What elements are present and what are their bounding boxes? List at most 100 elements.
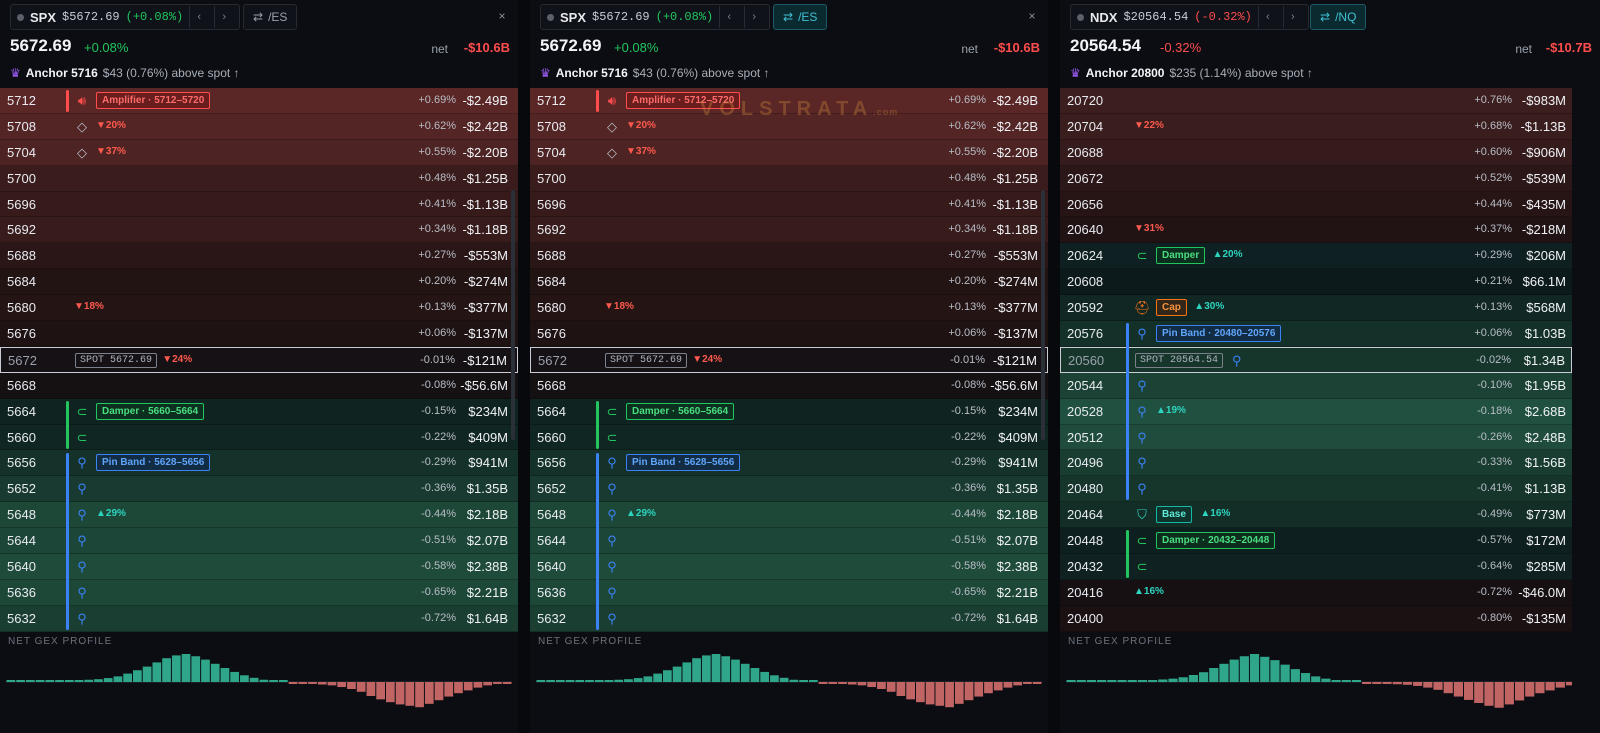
strike-row[interactable]: 20688 +0.60% -$906M bbox=[1060, 139, 1572, 166]
strike-row[interactable]: 5668 -0.08% -$56.6M bbox=[0, 372, 518, 399]
strike-row[interactable]: 5704 ◇ ▼37% +0.55% -$2.20B bbox=[530, 139, 1048, 166]
strike-row[interactable]: 5648 ⚲ ▲29% -0.44% $2.18B bbox=[530, 502, 1048, 529]
scrollbar[interactable] bbox=[1041, 190, 1045, 440]
next-button[interactable]: › bbox=[214, 6, 233, 28]
pin-zone-tag[interactable]: Pin Band · 5628–5656 bbox=[96, 454, 211, 472]
damp-zone-tag[interactable]: Damper · 20432–20448 bbox=[1156, 532, 1276, 550]
next-button[interactable]: › bbox=[744, 6, 763, 28]
strike-row[interactable]: 20592 ⛑︎ Cap ▲30% +0.13% $568M bbox=[1060, 295, 1572, 322]
strike-row[interactable]: 5712 🔊︎ Amplifier · 5712–5720 +0.69% -$2.49B bbox=[0, 88, 518, 114]
distance-pct: -0.58% bbox=[421, 560, 456, 573]
strike-row[interactable]: 20720 +0.76% -$983M bbox=[1060, 88, 1572, 114]
strike-row[interactable]: 20464 ⛉ Base ▲16% -0.49% $773M bbox=[1060, 502, 1572, 529]
strike-row[interactable]: 5712 🔊︎ Amplifier · 5712–5720 +0.69% -$2.49B bbox=[530, 88, 1048, 114]
strike-row[interactable]: 20400 -0.80% -$135M bbox=[1060, 605, 1572, 632]
strike-row[interactable]: 5680 ▼18% +0.13% -$377M bbox=[0, 295, 518, 322]
damp-zone-tag[interactable]: Damper · 5660–5664 bbox=[96, 402, 205, 420]
strike-row[interactable]: 5684 +0.20% -$274M bbox=[530, 269, 1048, 296]
strike-row[interactable]: 20480 ⚲ -0.41% $1.13B bbox=[1060, 476, 1572, 503]
strike-row[interactable]: 20624 ⊂ Damper ▲20% +0.29% $206M bbox=[1060, 243, 1572, 270]
strike-row[interactable]: 5644 ⚲ -0.51% $2.07B bbox=[530, 528, 1048, 555]
strike-row[interactable]: 20704 ▼22% +0.68% -$1.13B bbox=[1060, 113, 1572, 140]
pin-zone-bar bbox=[596, 452, 599, 630]
futures-toggle-button[interactable]: ⇄ /ES bbox=[773, 4, 828, 30]
pin-zone-tag[interactable]: Pin Band · 5628–5656 bbox=[626, 454, 741, 472]
prev-button[interactable]: ‹ bbox=[189, 6, 208, 28]
strike-row[interactable]: 5652 ⚲ -0.36% $1.35B bbox=[530, 476, 1048, 503]
strike-row[interactable]: 5692 +0.34% -$1.18B bbox=[530, 217, 1048, 244]
pin-zone-bar bbox=[1126, 323, 1129, 501]
strike-row[interactable]: 20512 ⚲ -0.26% $2.48B bbox=[1060, 424, 1572, 451]
strike-label: 20512 bbox=[1067, 429, 1104, 445]
strike-row[interactable]: 5656 ⚲ Pin Band · 5628–5656 -0.29% $941M bbox=[0, 450, 518, 477]
strike-row[interactable]: 20432 ⊂ -0.64% $285M bbox=[1060, 554, 1572, 580]
symbol-tab[interactable]: SPX $5672.69 (+0.08%) ‹ › bbox=[540, 4, 771, 30]
strike-row[interactable]: 20496 ⚲ -0.33% $1.56B bbox=[1060, 450, 1572, 477]
strike-row[interactable]: 5668 -0.08% -$56.6M bbox=[530, 372, 1048, 399]
futures-toggle-button[interactable]: ⇄ /ES bbox=[243, 4, 298, 30]
base-zone-tag[interactable]: Base bbox=[1156, 506, 1192, 524]
prev-button[interactable]: ‹ bbox=[719, 6, 738, 28]
strike-row[interactable]: 5688 +0.27% -$553M bbox=[0, 243, 518, 270]
strike-row[interactable]: 5660 ⊂ -0.22% $409M bbox=[0, 424, 518, 451]
cap-zone-tag[interactable]: Cap bbox=[1156, 299, 1187, 317]
strike-row[interactable]: 5660 ⊂ -0.22% $409M bbox=[530, 424, 1048, 451]
scrollbar[interactable] bbox=[511, 190, 515, 440]
strike-row[interactable]: 5652 ⚲ -0.36% $1.35B bbox=[0, 476, 518, 503]
close-panel-button[interactable]: × bbox=[1028, 9, 1036, 23]
strike-row[interactable]: 5672 SPOT 5672.69 ▼24% -0.01% -$121M bbox=[530, 346, 1048, 373]
pin-zone-tag[interactable]: Pin Band · 20480–20576 bbox=[1156, 325, 1282, 343]
strike-row[interactable]: 5644 ⚲ -0.51% $2.07B bbox=[0, 528, 518, 555]
strike-row[interactable]: 5636 ⚲ -0.65% $2.21B bbox=[530, 579, 1048, 606]
strike-row[interactable]: 20672 +0.52% -$539M bbox=[1060, 165, 1572, 192]
strike-row[interactable]: 5656 ⚲ Pin Band · 5628–5656 -0.29% $941M bbox=[530, 450, 1048, 477]
strike-row[interactable]: 5664 ⊂ Damper · 5660–5664 -0.15% $234M bbox=[530, 398, 1048, 425]
strike-row[interactable]: 20560 SPOT 20564.54 ⚲ -0.02% $1.34B bbox=[1060, 346, 1572, 373]
strike-row[interactable]: 5636 ⚲ -0.65% $2.21B bbox=[0, 579, 518, 606]
strike-row[interactable]: 5676 +0.06% -$137M bbox=[530, 321, 1048, 347]
strike-row[interactable]: 5704 ◇ ▼37% +0.55% -$2.20B bbox=[0, 139, 518, 166]
symbol-tab[interactable]: NDX $20564.54 (-0.32%) ‹ › bbox=[1070, 4, 1309, 30]
damp-zone-tag[interactable]: Damper bbox=[1156, 247, 1206, 265]
strike-row[interactable]: 5684 +0.20% -$274M bbox=[0, 269, 518, 296]
strike-row[interactable]: 5680 ▼18% +0.13% -$377M bbox=[530, 295, 1048, 322]
strike-row[interactable]: 5632 ⚲ -0.72% $1.64B bbox=[0, 605, 518, 632]
strike-row[interactable]: 5696 +0.41% -$1.13B bbox=[530, 191, 1048, 218]
strike-row[interactable]: 5664 ⊂ Damper · 5660–5664 -0.15% $234M bbox=[0, 398, 518, 425]
strike-row[interactable]: 5696 +0.41% -$1.13B bbox=[0, 191, 518, 218]
strike-label: 5676 bbox=[537, 326, 566, 342]
wall-change-indicator: ▲30% bbox=[1194, 301, 1225, 313]
amp-zone-tag[interactable]: Amplifier · 5712–5720 bbox=[626, 92, 741, 109]
next-button[interactable]: › bbox=[1282, 6, 1302, 28]
gex-value: -$2.49B bbox=[992, 93, 1038, 108]
strike-row[interactable]: 5672 SPOT 5672.69 ▼24% -0.01% -$121M bbox=[0, 346, 518, 373]
symbol-tab[interactable]: SPX $5672.69 (+0.08%) ‹ › bbox=[10, 4, 241, 30]
strike-row[interactable]: 5676 +0.06% -$137M bbox=[0, 321, 518, 347]
strike-row[interactable]: 5648 ⚲ ▲29% -0.44% $2.18B bbox=[0, 502, 518, 529]
strike-row[interactable]: 20576 ⚲ Pin Band · 20480–20576 +0.06% $1.03B bbox=[1060, 321, 1572, 347]
prev-button[interactable]: ‹ bbox=[1257, 6, 1277, 28]
strike-row[interactable]: 5700 +0.48% -$1.25B bbox=[530, 165, 1048, 192]
futures-toggle-button[interactable]: ⇄ /NQ bbox=[1310, 4, 1367, 30]
distance-pct: +0.60% bbox=[1474, 145, 1512, 158]
strike-row[interactable]: 20528 ⚲ ▲19% -0.18% $2.68B bbox=[1060, 398, 1572, 425]
strike-row[interactable]: 5688 +0.27% -$553M bbox=[530, 243, 1048, 270]
strike-row[interactable]: 20640 ▼31% +0.37% -$218M bbox=[1060, 217, 1572, 244]
strike-row[interactable]: 5700 +0.48% -$1.25B bbox=[0, 165, 518, 192]
strike-row[interactable]: 20544 ⚲ -0.10% $1.95B bbox=[1060, 372, 1572, 399]
strike-row[interactable]: 5708 ◇ ▼20% +0.62% -$2.42B bbox=[0, 113, 518, 140]
damp-zone-tag[interactable]: Damper · 5660–5664 bbox=[626, 402, 735, 420]
strike-row[interactable]: 20656 +0.44% -$435M bbox=[1060, 191, 1572, 218]
strike-row[interactable]: 20416 ▲16% -0.72% -$46.0M bbox=[1060, 579, 1572, 606]
strike-row[interactable]: 5632 ⚲ -0.72% $1.64B bbox=[530, 605, 1048, 632]
strike-row[interactable]: 5640 ⚲ -0.58% $2.38B bbox=[0, 554, 518, 580]
strike-row[interactable]: 20608 +0.21% $66.1M bbox=[1060, 269, 1572, 296]
strike-row[interactable]: 5640 ⚲ -0.58% $2.38B bbox=[530, 554, 1048, 580]
strike-row[interactable]: 20448 ⊂ Damper · 20432–20448 -0.57% $172M bbox=[1060, 528, 1572, 555]
strike-row[interactable]: 5708 ◇ ▼20% +0.62% -$2.42B bbox=[530, 113, 1048, 140]
strike-row[interactable]: 5692 +0.34% -$1.18B bbox=[0, 217, 518, 244]
close-panel-button[interactable]: × bbox=[498, 9, 506, 23]
amp-zone-tag[interactable]: Amplifier · 5712–5720 bbox=[96, 92, 211, 109]
strike-label: 5660 bbox=[7, 429, 36, 445]
strike-label: 5696 bbox=[537, 196, 566, 212]
